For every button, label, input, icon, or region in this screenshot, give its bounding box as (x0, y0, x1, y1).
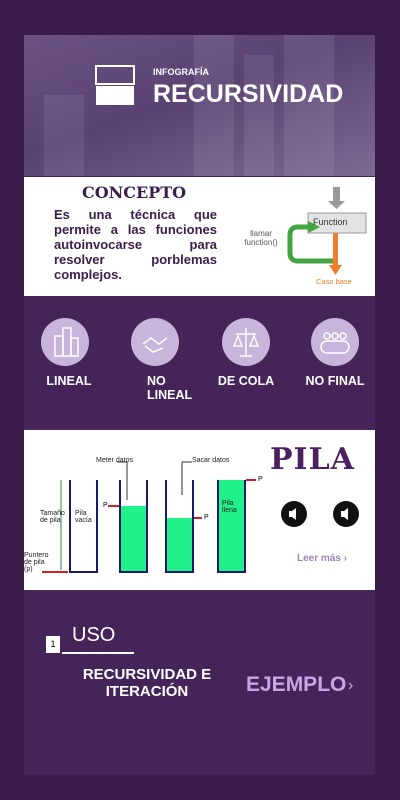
uso-title: USO (72, 624, 116, 646)
pila-empty: Pila vacía (75, 510, 92, 524)
pila-size: Tamaño de pila (40, 510, 65, 524)
pila-pointer: Puntero de pila (p) (24, 552, 49, 573)
pila-p: P (258, 476, 263, 483)
icon-no-final (311, 318, 359, 366)
diagram-base: Caso base (316, 277, 352, 286)
pila-p: P (204, 514, 209, 521)
type-label: DE COLA (217, 374, 275, 388)
concept-diagram (287, 187, 367, 275)
concept-panel: CONCEPTO Es una técnica que permite a la… (24, 177, 375, 296)
header: INFOGRAFÍA RECURSIVIDAD (24, 35, 375, 176)
uso-link[interactable]: EJEMPLO (246, 673, 347, 696)
icon-lineal (41, 318, 89, 366)
header-buildings (44, 35, 334, 176)
type-icons (54, 327, 350, 357)
pila-full: Pila llena (222, 500, 237, 514)
type-label: LINEAL (46, 374, 92, 388)
pila-panel: PILA Leer más › Meter datos Sacar datos … (24, 430, 375, 590)
header-label: INFOGRAFÍA (153, 67, 209, 77)
type-label: NO FINAL (305, 374, 365, 388)
pila-diagram (42, 461, 359, 573)
diagram-call: llamar function() (244, 229, 278, 247)
pila-push: Meter datos (96, 457, 133, 464)
diagram-box: Function (313, 217, 348, 227)
uso-subtitle: RECURSIVIDAD E ITERACIÓN (82, 666, 212, 700)
pila-pop: Sacar datos (192, 457, 230, 464)
uso-number: 1 (46, 636, 60, 653)
type-label: NO LINEAL (147, 374, 193, 402)
concept-text: Es una técnica que permite a las funcion… (54, 207, 217, 282)
concept-title: CONCEPTO (82, 183, 187, 202)
header-title: RECURSIVIDAD (153, 80, 344, 108)
uso-underline (62, 652, 134, 654)
pila-p: P (103, 502, 108, 509)
uso-arrow[interactable]: › (348, 677, 354, 694)
icon-no-lineal (131, 318, 179, 366)
pila-title: PILA (270, 442, 355, 477)
pila-link[interactable]: Leer más › (297, 553, 348, 564)
